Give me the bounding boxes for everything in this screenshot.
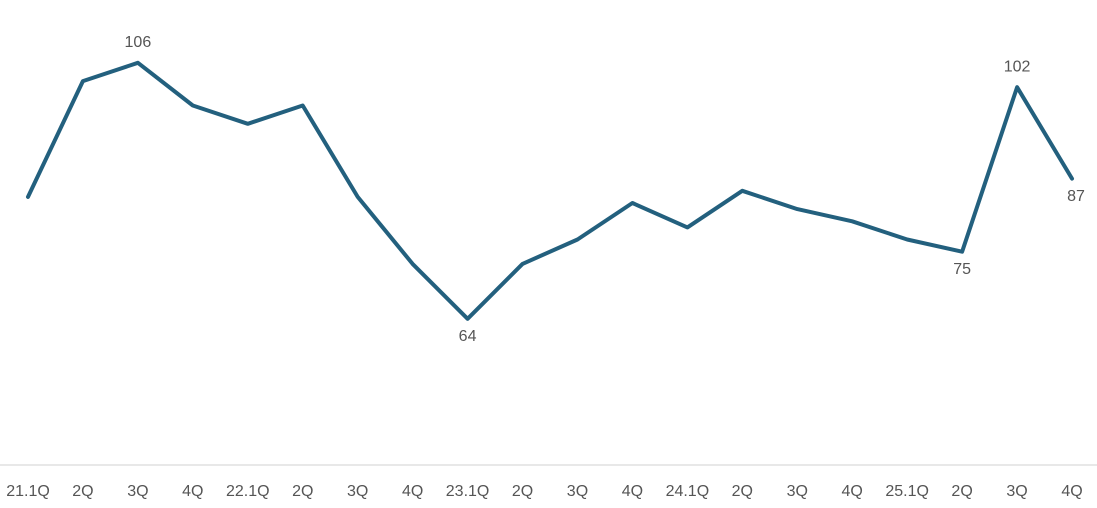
x-tick-label: 4Q — [622, 483, 643, 500]
data-label: 87 — [1067, 188, 1085, 205]
x-tick-label: 4Q — [1061, 483, 1082, 500]
x-tick-label: 25.1Q — [885, 483, 929, 500]
x-tick-label: 4Q — [842, 483, 863, 500]
x-tick-label: 21.1Q — [6, 483, 50, 500]
x-tick-label: 4Q — [402, 483, 423, 500]
x-tick-label: 22.1Q — [226, 483, 270, 500]
x-tick-label: 4Q — [182, 483, 203, 500]
x-tick-label: 3Q — [347, 483, 368, 500]
data-label: 75 — [953, 261, 971, 278]
data-label: 102 — [1004, 58, 1031, 75]
x-tick-label: 3Q — [127, 483, 148, 500]
x-tick-label: 2Q — [951, 483, 972, 500]
data-label: 64 — [459, 328, 477, 345]
x-tick-label: 23.1Q — [446, 483, 490, 500]
x-tick-label: 3Q — [567, 483, 588, 500]
x-tick-label: 2Q — [512, 483, 533, 500]
x-tick-label: 2Q — [72, 483, 93, 500]
x-tick-label: 3Q — [787, 483, 808, 500]
line-series — [26, 60, 1074, 321]
x-tick-label: 3Q — [1006, 483, 1027, 500]
x-tick-label: 2Q — [732, 483, 753, 500]
x-tick-label: 2Q — [292, 483, 313, 500]
x-tick-label: 24.1Q — [666, 483, 710, 500]
data-label: 106 — [125, 34, 152, 51]
